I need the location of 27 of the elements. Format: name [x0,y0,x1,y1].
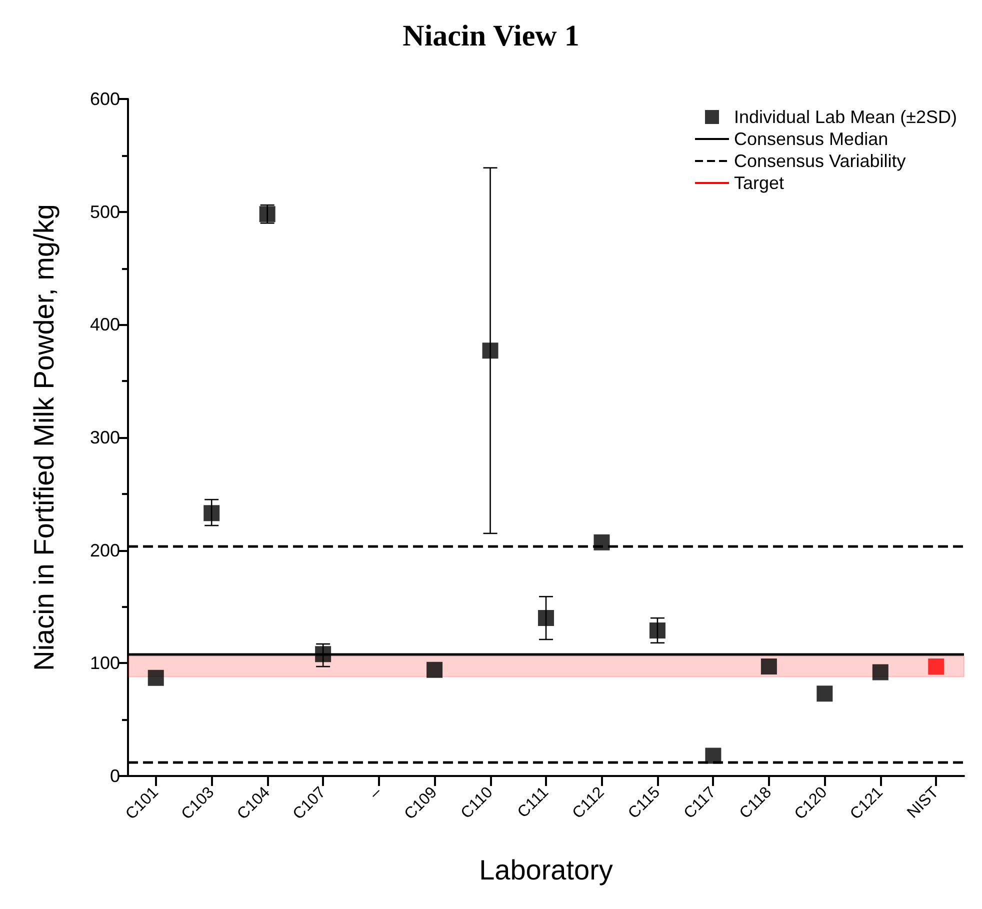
y-axis-title: Niacin in Fortified Milk Powder, mg/kg [28,204,60,671]
chart-title: Niacin View 1 [402,20,580,52]
point [816,686,833,702]
y-tick-label: 500 [90,202,120,222]
x-tick-label: – [366,784,385,802]
y-tick-label: 300 [90,428,120,448]
y-tick-label: 600 [90,89,120,109]
legend-label: Individual Lab Mean (±2SD) [734,107,958,127]
legend-label: Target [734,173,784,193]
point [760,658,777,675]
point [148,670,164,686]
point [928,658,944,675]
point [538,610,554,626]
y-tick-label: 200 [90,540,120,560]
point [649,622,666,638]
point [315,646,332,662]
legend-label: Consensus Variability [734,151,906,171]
point [705,748,722,764]
legend-label: Consensus Median [734,129,888,149]
x-axis-title: Laboratory [479,854,613,886]
point [204,505,220,522]
y-tick-label: 100 [90,653,120,674]
point [594,534,610,550]
point [426,662,443,678]
point [872,664,888,680]
y-tick-label: 400 [90,314,120,335]
point [482,342,498,359]
